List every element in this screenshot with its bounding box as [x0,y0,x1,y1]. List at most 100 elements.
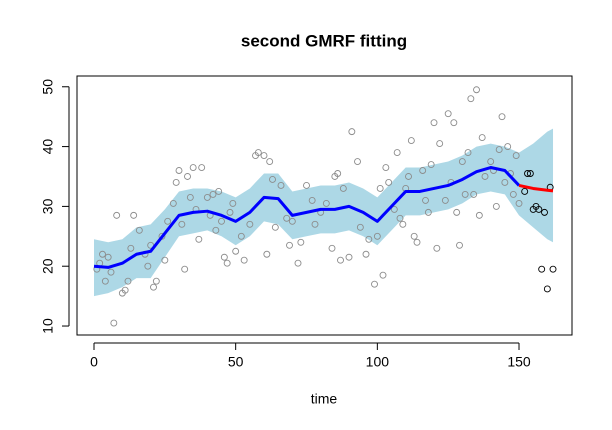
data-point [121,286,129,294]
data-point [354,158,361,165]
x-tick-label: 0 [90,354,98,370]
data-point [144,262,152,270]
data-point [184,173,191,180]
data-point [422,196,429,204]
data-point [345,253,353,261]
data-point [376,185,384,192]
data-point [430,119,438,127]
data-point [260,152,268,160]
data-point [379,271,387,279]
data-point [269,176,276,183]
data-point [481,173,489,180]
data-point [478,134,486,142]
data-point [424,208,432,216]
data-point [218,217,225,225]
data-point [356,223,364,231]
data-point [113,211,121,219]
data-point [399,220,407,228]
data-point [198,164,206,171]
data-point [441,196,449,204]
data-point [288,217,296,225]
data-point [266,158,274,165]
data-point [512,152,520,160]
data-point [501,179,509,186]
data-point [152,277,160,285]
data-point [283,214,291,222]
plot-frame [76,75,573,336]
data-point [263,250,271,258]
data-point [461,190,469,198]
data-point [229,199,237,207]
y-tick-label: 40 [40,139,56,155]
data-point [470,190,478,198]
data-point [195,235,203,243]
data-point [538,265,546,273]
data-point [495,146,503,154]
chart-title: second GMRF fitting [241,31,407,50]
data-point [382,164,390,171]
data-point [334,170,342,177]
y-tick-label: 30 [40,198,56,214]
data-point [450,119,458,127]
data-point [178,220,186,228]
data-point [348,128,356,136]
data-point [509,190,517,198]
data-point [181,265,189,273]
data-point [161,256,169,264]
data-point [487,158,495,165]
data-point [549,265,557,273]
y-tick-label: 50 [40,79,56,95]
data-point [110,319,118,327]
data-point [521,187,529,195]
data-point [456,241,463,249]
data-point [492,202,500,210]
data-point [410,232,418,240]
data-point [405,173,412,180]
data-point [498,113,506,121]
data-point [271,223,279,231]
data-point [504,143,512,151]
data-point [286,241,293,249]
data-point [172,179,180,186]
data-point [396,214,404,222]
data-point [169,199,177,207]
x-tick-label: 150 [507,354,531,370]
data-point [427,161,435,168]
data-point [328,244,336,252]
data-point [371,280,378,288]
fitted-line [93,166,521,269]
data-point [515,199,523,207]
data-point [130,211,138,219]
data-point [104,253,112,261]
data-point [413,238,421,246]
data-point [436,140,444,148]
data-point [215,187,223,195]
data-point [297,238,305,246]
data-point [339,185,347,192]
data-point [240,256,248,264]
data-point [164,217,172,225]
data-point [220,253,228,261]
data-point [453,208,461,216]
data-point [393,149,401,157]
y-tick-label: 10 [40,318,56,334]
x-tick-label: 50 [228,354,244,370]
data-point [419,167,427,174]
data-point [135,226,143,234]
data-point [433,244,441,252]
data-point [407,137,415,145]
data-point [473,86,480,94]
data-point [390,205,398,213]
data-point [107,268,115,276]
fitted-line [518,183,554,193]
data-point [365,235,373,243]
data-point [541,208,548,216]
data-point [464,149,472,157]
data-point [385,179,393,186]
data-point [209,190,217,198]
data-point [232,247,240,255]
data-point [226,208,234,216]
data-point [246,220,254,228]
data-point [535,205,543,213]
